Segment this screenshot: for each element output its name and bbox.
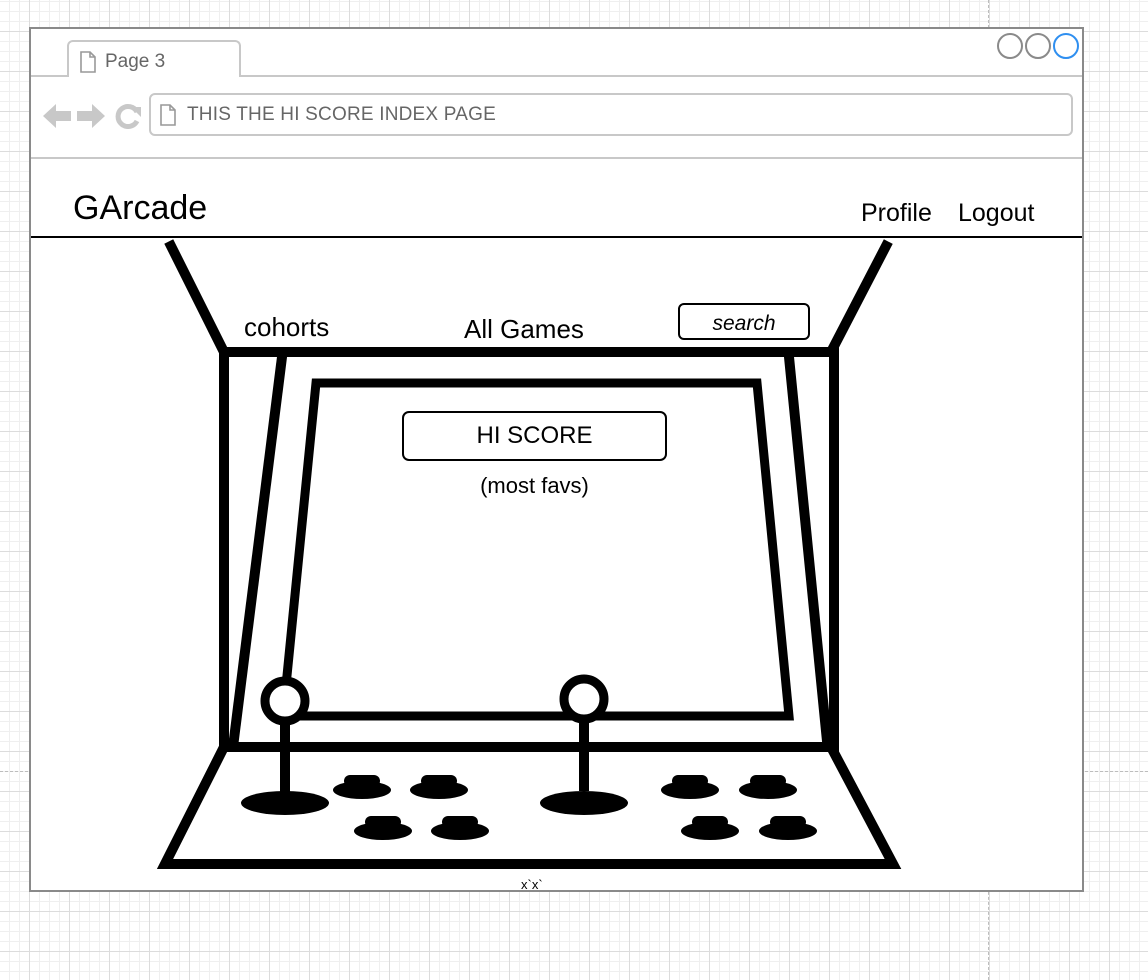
tab-strip: Page 3: [31, 29, 1082, 77]
browser-toolbar: THIS THE HI SCORE INDEX PAGE: [31, 77, 1082, 159]
tab-title: Page 3: [105, 51, 166, 72]
back-arrow-icon[interactable]: [43, 103, 71, 129]
joystick-right-icon: [540, 674, 628, 815]
address-bar[interactable]: THIS THE HI SCORE INDEX PAGE: [149, 93, 1073, 136]
search-box[interactable]: [678, 303, 810, 340]
page-icon: [80, 51, 96, 73]
search-input[interactable]: [680, 305, 808, 338]
hi-score-button[interactable]: HI SCORE: [402, 411, 667, 461]
cohorts-link[interactable]: cohorts: [244, 312, 330, 342]
brand-logo[interactable]: GArcade: [73, 189, 208, 227]
header-divider: [31, 236, 1082, 238]
maximize-icon[interactable]: [1025, 33, 1051, 59]
window-controls: [997, 33, 1079, 59]
minimize-icon[interactable]: [997, 33, 1023, 59]
browser-tab[interactable]: Page 3: [67, 40, 241, 77]
footer-mark: x`x`: [521, 877, 543, 892]
address-text: THIS THE HI SCORE INDEX PAGE: [187, 104, 496, 125]
close-icon[interactable]: [1053, 33, 1079, 59]
arcade-cabinet-illustration: [156, 239, 902, 869]
all-games-link[interactable]: All Games: [464, 314, 584, 344]
profile-link[interactable]: Profile: [861, 199, 932, 227]
joystick-left-icon: [241, 676, 329, 815]
arcade-buttons-right: [661, 775, 817, 840]
reload-icon[interactable]: [115, 103, 141, 129]
hi-score-subtitle: (most favs): [480, 473, 589, 498]
browser-window: Page 3 THIS THE HI SCORE INDEX PAGE GArc…: [29, 27, 1084, 892]
arcade-buttons-left: [333, 775, 489, 840]
forward-arrow-icon[interactable]: [77, 103, 105, 129]
logout-link[interactable]: Logout: [958, 199, 1035, 227]
page-icon: [160, 104, 176, 126]
